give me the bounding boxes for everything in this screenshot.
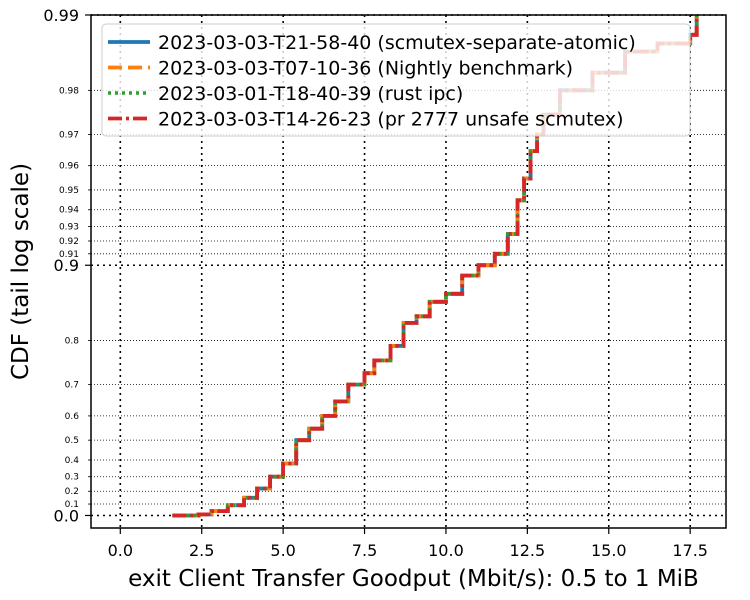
x-tick-label: 10.0 — [428, 541, 464, 560]
legend-entry-label: 2023-03-03-T14-26-23 (pr 2777 unsafe scm… — [158, 109, 624, 131]
y-minor-tick-label: 0.3 — [65, 473, 79, 483]
x-tick-label: 5.0 — [270, 541, 295, 560]
y-minor-tick-label: 0.94 — [59, 206, 79, 216]
y-minor-tick-label: 0.92 — [59, 237, 79, 247]
y-minor-tick-label: 0.8 — [65, 337, 80, 347]
plot-frame — [90, 14, 727, 529]
y-minor-tick-label: 0.1 — [65, 500, 79, 510]
y-major-tick-label: 0.0 — [54, 506, 79, 525]
x-tick-label: 17.5 — [672, 541, 708, 560]
y-minor-tick-label: 0.97 — [59, 130, 79, 140]
y-major-tick-label: 0.9 — [54, 256, 79, 275]
x-tick-label: 12.5 — [510, 541, 546, 560]
y-minor-tick-label: 0.6 — [65, 412, 80, 422]
x-tick-label: 15.0 — [591, 541, 627, 560]
y-major-tick-label: 0.99 — [43, 6, 79, 25]
x-tick-label: 7.5 — [352, 541, 377, 560]
legend-entry-label: 2023-03-03-T07-10-36 (Nightly benchmark) — [158, 58, 573, 80]
y-minor-tick-label: 0.98 — [59, 86, 79, 96]
y-minor-tick-label: 0.95 — [59, 186, 79, 196]
y-minor-tick-label: 0.96 — [59, 162, 79, 172]
y-minor-tick-label: 0.91 — [59, 250, 79, 260]
y-minor-tick-label: 0.2 — [65, 487, 79, 497]
legend: 2023-03-03-T21-58-40 (scmutex-separate-a… — [101, 23, 691, 137]
x-axis-label: exit Client Transfer Goodput (Mbit/s): 0… — [128, 566, 699, 592]
ticks: 0.0 2.5 5.0 7.5 10.0 12.5 15.0 17.5 0.1 0.2 0.3 0.4… — [43, 6, 708, 560]
y-minor-tick-label: 0.7 — [65, 381, 79, 391]
y-minor-tick-label: 0.93 — [59, 222, 79, 232]
y-minor-tick-label: 0.5 — [65, 436, 79, 446]
y-minor-tick-label: 0.4 — [65, 456, 80, 466]
legend-entry-label: 2023-03-01-T18-40-39 (rust ipc) — [158, 83, 463, 105]
x-tick-label: 2.5 — [189, 541, 214, 560]
x-tick-label: 0.0 — [108, 541, 133, 560]
y-axis-label: CDF (tail log scale) — [8, 163, 34, 380]
legend-box — [101, 23, 691, 137]
legend-entry-label: 2023-03-03-T21-58-40 (scmutex-separate-a… — [158, 32, 636, 54]
